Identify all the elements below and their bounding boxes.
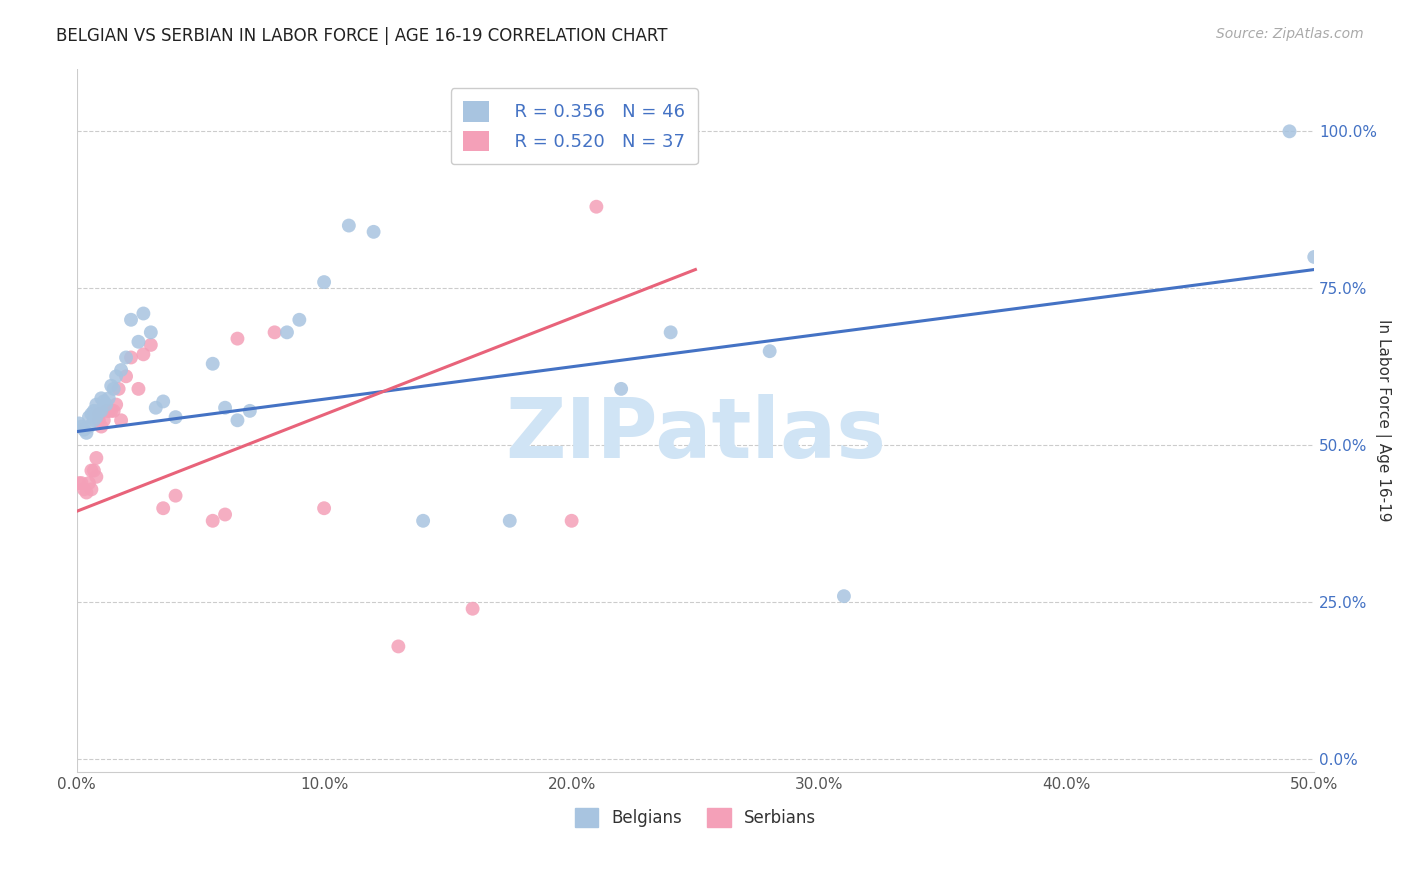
Point: [67, 476, 90, 491]
Point: [201, 514, 224, 528]
Point: [86, 410, 108, 425]
Point: [226, 413, 249, 427]
Point: [97, 392, 120, 406]
Point: [90, 392, 112, 406]
Point: [145, 401, 167, 415]
Point: [100, 404, 122, 418]
Point: [314, 501, 336, 516]
Point: [214, 401, 236, 415]
Point: [152, 394, 174, 409]
Point: [132, 306, 155, 320]
Point: [70, 419, 93, 434]
Text: ZIPatlas: ZIPatlas: [505, 394, 886, 475]
Point: [832, 589, 855, 603]
Point: [107, 382, 129, 396]
Point: [120, 312, 142, 326]
Point: [80, 407, 103, 421]
Point: [461, 601, 484, 615]
Point: [86, 398, 108, 412]
Point: [337, 219, 360, 233]
Point: [96, 398, 118, 412]
Point: [127, 334, 149, 349]
Point: [67, 417, 90, 431]
Point: [103, 382, 125, 396]
Point: [87, 413, 110, 427]
Text: Source: ZipAtlas.com: Source: ZipAtlas.com: [1216, 27, 1364, 41]
Point: [263, 326, 285, 340]
Point: [165, 410, 187, 425]
Point: [86, 470, 108, 484]
Point: [127, 382, 149, 396]
Point: [226, 332, 249, 346]
Point: [87, 404, 110, 418]
Point: [561, 514, 583, 528]
Point: [115, 351, 138, 365]
Point: [90, 419, 112, 434]
Point: [412, 514, 434, 528]
Y-axis label: In Labor Force | Age 16-19: In Labor Force | Age 16-19: [1375, 319, 1391, 522]
Point: [139, 338, 162, 352]
Point: [1278, 124, 1301, 138]
Point: [77, 419, 100, 434]
Point: [105, 369, 128, 384]
Point: [86, 450, 108, 465]
Point: [120, 351, 142, 365]
Point: [105, 398, 128, 412]
Point: [585, 200, 607, 214]
Point: [659, 326, 682, 340]
Point: [83, 413, 105, 427]
Point: [276, 326, 298, 340]
Point: [110, 363, 132, 377]
Point: [103, 404, 125, 418]
Point: [239, 404, 262, 418]
Point: [115, 369, 138, 384]
Point: [73, 423, 96, 437]
Point: [83, 464, 105, 478]
Point: [110, 413, 132, 427]
Point: [610, 382, 633, 396]
Point: [1303, 250, 1326, 264]
Point: [93, 413, 115, 427]
Point: [70, 476, 93, 491]
Point: [87, 407, 110, 421]
Point: [387, 640, 409, 654]
Point: [80, 483, 103, 497]
Point: [77, 476, 100, 491]
Point: [165, 489, 187, 503]
Point: [75, 425, 97, 440]
Point: [201, 357, 224, 371]
Point: [139, 326, 162, 340]
Point: [83, 404, 105, 418]
Point: [314, 275, 336, 289]
Point: [758, 344, 780, 359]
Point: [93, 394, 115, 409]
Point: [75, 485, 97, 500]
Point: [214, 508, 236, 522]
Point: [73, 483, 96, 497]
Point: [132, 347, 155, 361]
Point: [499, 514, 522, 528]
Legend: Belgians, Serbians: Belgians, Serbians: [568, 802, 823, 834]
Point: [90, 404, 112, 418]
Point: [100, 378, 122, 392]
Point: [97, 404, 120, 418]
Point: [363, 225, 385, 239]
Point: [77, 410, 100, 425]
Point: [152, 501, 174, 516]
Point: [80, 464, 103, 478]
Text: BELGIAN VS SERBIAN IN LABOR FORCE | AGE 16-19 CORRELATION CHART: BELGIAN VS SERBIAN IN LABOR FORCE | AGE …: [56, 27, 668, 45]
Point: [288, 312, 311, 326]
Point: [96, 404, 118, 418]
